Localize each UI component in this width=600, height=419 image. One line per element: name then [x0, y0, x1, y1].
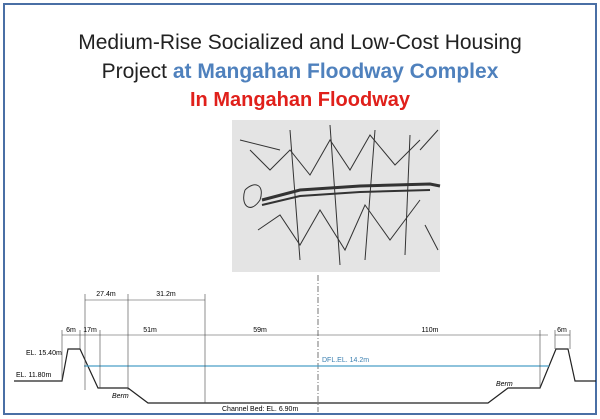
- water-level-label: DFL.EL. 14.2m: [322, 357, 369, 364]
- title-highlight: at Mangahan Floodway Complex: [173, 60, 499, 83]
- title-line2: Project at Mangahan Floodway Complex: [102, 60, 499, 83]
- subtitle: In Mangahan Floodway: [190, 89, 411, 111]
- dimension-label: 51m: [143, 327, 157, 334]
- dimension-label: 110m: [422, 327, 439, 334]
- berm-label: Berm: [112, 393, 129, 400]
- dimension-label: 17m: [83, 327, 97, 334]
- dimension-label: 31.2m: [156, 291, 176, 298]
- map-image: [232, 120, 440, 272]
- map-background: [232, 120, 440, 272]
- dimension-label: 59m: [253, 327, 267, 334]
- title-line1: Medium-Rise Socialized and Low-Cost Hous…: [78, 31, 522, 54]
- dimension-label: 6m: [557, 327, 567, 334]
- page: Medium-Rise Socialized and Low-Cost Hous…: [0, 0, 600, 419]
- dimension-label: 6m: [66, 327, 76, 334]
- berm-label: Berm: [496, 381, 513, 388]
- slide: Medium-Rise Socialized and Low-Cost Hous…: [0, 0, 600, 419]
- elevation-label: EL. 15.40m: [26, 350, 62, 357]
- channel-bed-label: Channel Bed: EL. 6.90m: [222, 406, 298, 413]
- dimension-label: 27.4m: [96, 291, 116, 298]
- elevation-label: EL. 11.80m: [16, 372, 51, 379]
- title-line2-start: Project: [102, 60, 168, 83]
